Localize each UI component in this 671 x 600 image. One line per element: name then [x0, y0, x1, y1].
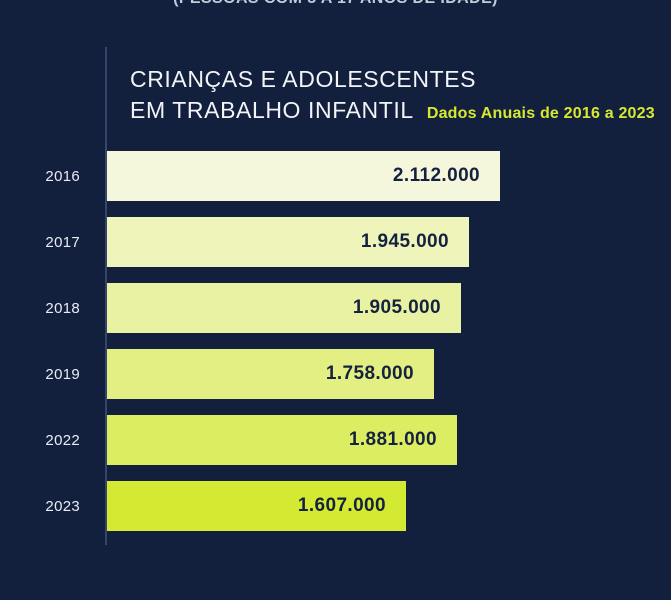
year-label-2023: 2023: [45, 497, 80, 515]
chart-row: 2017 1.945.000: [0, 209, 671, 275]
value-label-2022: 1.881.000: [348, 429, 437, 450]
value-label-2016: 2.112.000: [392, 165, 480, 186]
bar-2022: 1.881.000: [107, 415, 457, 465]
chart-row: 2019 1.758.000: [0, 341, 671, 407]
y-axis-line: [105, 47, 107, 545]
year-label-2017: 2017: [45, 233, 80, 251]
chart-subtitle: Dados Anuais de 2016 a 2023: [426, 105, 655, 122]
bar-2019: 1.758.000: [107, 349, 434, 399]
value-label-2018: 1.905.000: [352, 297, 441, 318]
chart-row: 2023 1.607.000: [0, 473, 671, 539]
chart-row: 2018 1.905.000: [0, 275, 671, 341]
year-label-2019: 2019: [45, 365, 80, 383]
value-label-2023: 1.607.000: [297, 495, 386, 516]
bar-2017: 1.945.000: [107, 217, 469, 267]
chart-title-row-2: EM TRABALHO INFANTIL Dados Anuais de 201…: [130, 95, 655, 129]
chart-row: 2016 2.112.000: [0, 143, 671, 209]
chart-row: 2022 1.881.000: [0, 407, 671, 473]
bar-2016: 2.112.000: [107, 151, 500, 201]
bar-2023: 1.607.000: [107, 481, 406, 531]
chart-header: CRIANÇAS E ADOLESCENTES EM TRABALHO INFA…: [130, 64, 655, 129]
value-label-2019: 1.758.000: [325, 363, 414, 384]
top-caption: (PESSOAS COM 5 A 17 ANOS DE IDADE): [0, 0, 671, 8]
year-label-2016: 2016: [45, 167, 80, 185]
value-label-2017: 1.945.000: [360, 231, 449, 252]
chart-title-line-1: CRIANÇAS E ADOLESCENTES: [130, 66, 477, 92]
chart-title: CRIANÇAS E ADOLESCENTES EM TRABALHO INFA…: [130, 64, 655, 129]
bar-chart: 2016 2.112.000 2017 1.945.000 2018 1.905…: [0, 143, 671, 539]
year-label-2018: 2018: [45, 299, 80, 317]
year-label-2022: 2022: [45, 431, 80, 449]
chart-title-line-2: EM TRABALHO INFANTIL: [130, 97, 414, 123]
bar-2018: 1.905.000: [107, 283, 461, 333]
